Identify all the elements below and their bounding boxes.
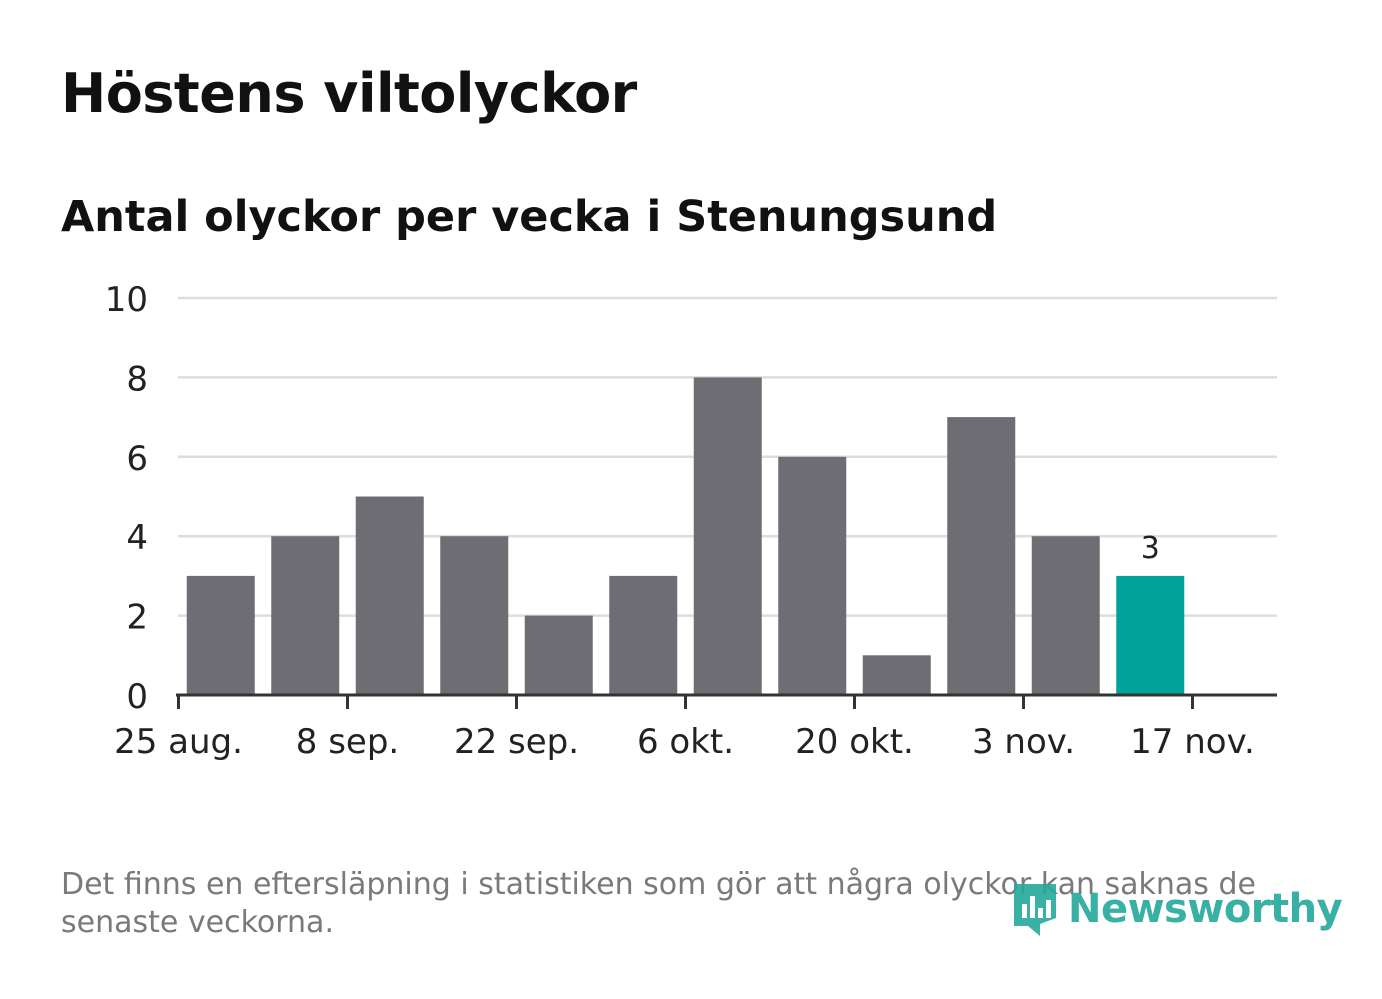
y-tick-label: 0 (126, 677, 148, 717)
brand-name: Newsworthy (1068, 886, 1343, 932)
y-tick-label: 4 (126, 518, 148, 558)
bar (1031, 536, 1100, 695)
y-tick-label: 8 (126, 359, 148, 399)
bar (271, 536, 340, 695)
bar (524, 615, 593, 695)
x-tick-label: 17 nov. (1130, 722, 1255, 762)
x-tick-label: 8 sep. (296, 722, 399, 762)
bar (440, 536, 509, 695)
bar (778, 456, 847, 695)
data-label: 3 (1141, 531, 1160, 566)
bar (947, 417, 1016, 695)
bar-highlight (1116, 575, 1185, 695)
x-tick-label: 25 aug. (114, 722, 243, 762)
bar (355, 496, 424, 695)
bar (693, 377, 762, 695)
newsworthy-logo-icon (1014, 884, 1056, 936)
chart-subtitle: Antal olyckor per vecka i Stenungsund (61, 192, 998, 242)
y-tick-label: 10 (105, 280, 148, 320)
y-tick-label: 6 (126, 439, 148, 479)
bar-chart: 0 2 4 6 8 10 3 25 aug. 8 sep. 22 sep. 6 okt. 20 okt… (105, 280, 1277, 762)
bar (609, 575, 678, 695)
x-tick-label: 20 okt. (795, 722, 914, 762)
x-tick-label: 3 nov. (972, 722, 1075, 762)
bar (186, 575, 255, 695)
x-tick-label: 6 okt. (637, 722, 734, 762)
bar (862, 655, 931, 695)
chart-title: Höstens viltolyckor (61, 62, 637, 125)
footnote: Det finns en eftersläpning i statistiken… (61, 867, 1256, 940)
newsworthy-logo: Newsworthy (1010, 878, 1343, 940)
x-tick-label: 22 sep. (454, 722, 579, 762)
y-tick-label: 2 (126, 598, 148, 638)
